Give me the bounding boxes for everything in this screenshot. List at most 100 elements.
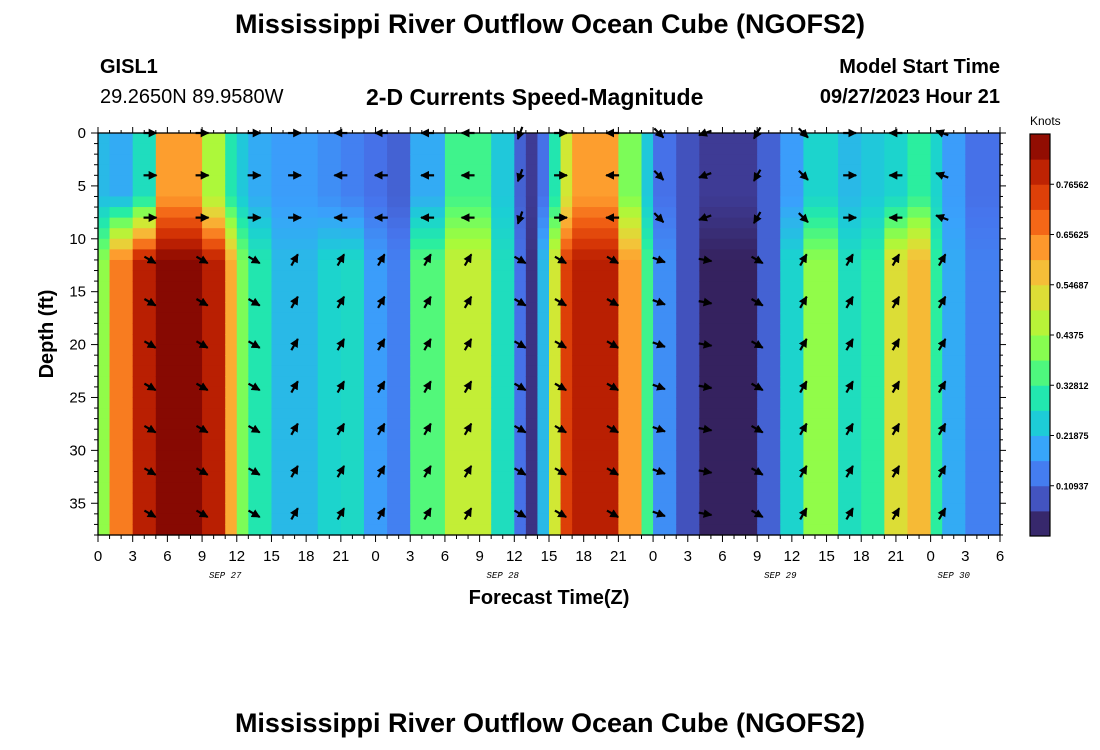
current-arrow bbox=[513, 424, 527, 434]
heatmap-cell bbox=[803, 217, 839, 229]
heatmap-cell bbox=[132, 228, 157, 240]
heatmap-cell bbox=[98, 439, 111, 451]
heatmap-cell bbox=[861, 154, 885, 166]
heatmap-cell bbox=[132, 185, 157, 198]
heatmap-cell bbox=[410, 471, 446, 483]
heatmap-cell bbox=[907, 164, 932, 176]
heatmap-cell bbox=[444, 207, 492, 219]
heatmap-cell bbox=[225, 450, 238, 462]
heatmap-cell bbox=[444, 323, 492, 335]
heatmap-cell bbox=[965, 270, 1001, 282]
heatmap-cell bbox=[202, 418, 226, 430]
heatmap-cell bbox=[930, 503, 943, 515]
heatmap-cell bbox=[109, 503, 134, 515]
heatmap-cell bbox=[537, 450, 550, 462]
current-arrow bbox=[247, 509, 261, 519]
heatmap-cell bbox=[514, 270, 527, 282]
heatmap-cell bbox=[861, 175, 885, 187]
heatmap-cell bbox=[699, 133, 758, 145]
heatmap-cell bbox=[653, 312, 677, 325]
heatmap-cell bbox=[757, 323, 781, 335]
heatmap-cell bbox=[202, 196, 226, 208]
heatmap-cell bbox=[618, 281, 643, 293]
heatmap-cell bbox=[109, 238, 134, 250]
heatmap-cell bbox=[942, 185, 966, 198]
heatmap-cell bbox=[572, 196, 619, 208]
heatmap-cell bbox=[757, 524, 781, 536]
heatmap-cell bbox=[757, 397, 781, 409]
current-arrow bbox=[143, 382, 157, 392]
heatmap-cell bbox=[537, 207, 550, 219]
heatmap-cell bbox=[861, 302, 885, 314]
heatmap-cell bbox=[109, 418, 134, 430]
heatmap-cell bbox=[317, 418, 342, 430]
heatmap-cell bbox=[757, 418, 781, 430]
heatmap-cell bbox=[653, 259, 677, 272]
heatmap-cell bbox=[317, 513, 342, 526]
heatmap-cell bbox=[884, 143, 909, 155]
heatmap-cell bbox=[387, 270, 411, 282]
heatmap-cell bbox=[930, 281, 943, 293]
heatmap-cell bbox=[155, 492, 203, 504]
heatmap-cell bbox=[653, 418, 677, 430]
heatmap-cell bbox=[537, 291, 550, 303]
heatmap-cell bbox=[363, 397, 388, 409]
heatmap-cell bbox=[884, 207, 909, 219]
heatmap-cell bbox=[838, 217, 862, 229]
heatmap-cell bbox=[930, 355, 943, 367]
heatmap-cell bbox=[549, 492, 562, 504]
heatmap-cell bbox=[560, 450, 573, 462]
heatmap-cell bbox=[202, 492, 226, 504]
heatmap-cell bbox=[641, 397, 654, 409]
heatmap-cell bbox=[363, 143, 388, 155]
heatmap-cell bbox=[387, 164, 411, 176]
heatmap-cell bbox=[803, 524, 839, 536]
current-arrow bbox=[750, 382, 764, 392]
heatmap-cell bbox=[514, 207, 527, 219]
heatmap-cell bbox=[525, 154, 539, 166]
heatmap-cell bbox=[248, 471, 273, 483]
heatmap-cell bbox=[514, 344, 527, 356]
heatmap-cell bbox=[560, 154, 573, 166]
heatmap-cell bbox=[410, 312, 446, 325]
heatmap-cell bbox=[387, 228, 411, 240]
heatmap-cell bbox=[525, 238, 539, 250]
x-tick-label: 18 bbox=[853, 548, 870, 565]
current-arrow bbox=[463, 507, 473, 521]
heatmap-cell bbox=[236, 503, 249, 515]
heatmap-cell bbox=[572, 302, 619, 314]
heatmap-cell bbox=[271, 439, 319, 451]
x-tick-label: 6 bbox=[441, 548, 449, 565]
heatmap-cell bbox=[202, 143, 226, 155]
heatmap-cell bbox=[155, 503, 203, 515]
heatmap-cell bbox=[653, 175, 677, 187]
heatmap-cell bbox=[907, 397, 932, 409]
heatmap-cell bbox=[387, 344, 411, 356]
heatmap-cell bbox=[641, 429, 654, 441]
heatmap-cell bbox=[838, 524, 862, 536]
heatmap-cell bbox=[861, 185, 885, 198]
heatmap-cell bbox=[248, 408, 273, 420]
heatmap-cell bbox=[618, 270, 643, 282]
heatmap-cell bbox=[248, 376, 273, 388]
heatmap-cell bbox=[780, 418, 805, 430]
heatmap-cell bbox=[225, 238, 238, 250]
heatmap-cell bbox=[907, 281, 932, 293]
heatmap-cell bbox=[942, 439, 966, 451]
heatmap-cell bbox=[525, 439, 539, 451]
heatmap-cell bbox=[387, 397, 411, 409]
heatmap-cell bbox=[317, 164, 342, 176]
heatmap-cell bbox=[317, 259, 342, 272]
current-arrow bbox=[513, 382, 527, 392]
heatmap-cell bbox=[618, 524, 643, 536]
heatmap-cell bbox=[560, 217, 573, 229]
heatmap-cell bbox=[942, 323, 966, 335]
current-arrow bbox=[513, 297, 527, 307]
heatmap-cell bbox=[236, 524, 249, 536]
heatmap-cell bbox=[676, 249, 700, 261]
colorbar-label: Knots bbox=[1030, 114, 1061, 128]
heatmap-cell bbox=[514, 397, 527, 409]
heatmap-cell bbox=[618, 365, 643, 377]
heatmap-cell bbox=[699, 429, 758, 441]
